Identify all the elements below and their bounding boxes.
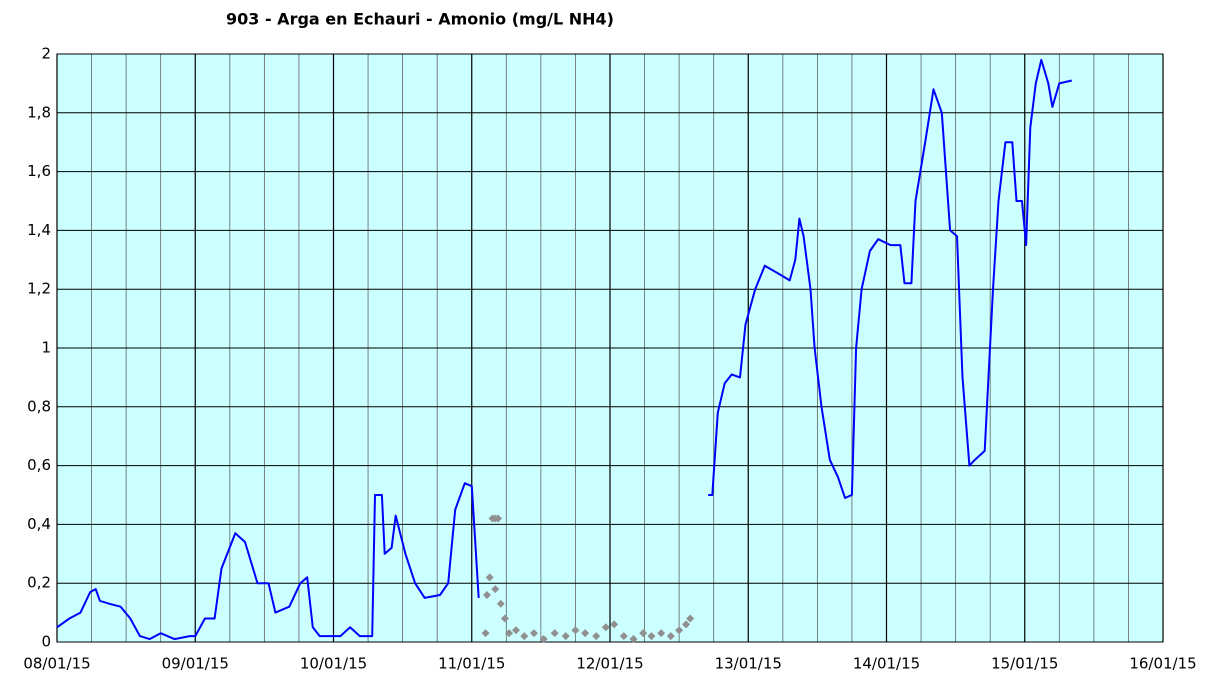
y-tick-label: 0,2 <box>27 574 51 592</box>
data-point <box>686 614 695 623</box>
y-tick-label: 2 <box>41 45 51 63</box>
chart-title: 903 - Arga en Echauri - Amonio (mg/L NH4… <box>226 10 614 29</box>
data-point <box>610 620 619 629</box>
y-tick-label: 1,4 <box>27 221 51 239</box>
y-tick-label: 0,4 <box>27 515 51 533</box>
data-point <box>619 632 628 641</box>
y-tick-label: 1,8 <box>27 103 51 121</box>
data-point <box>666 632 675 641</box>
data-point <box>496 599 505 608</box>
data-point <box>592 632 601 641</box>
data-point <box>571 626 580 635</box>
data-point <box>601 623 610 632</box>
data-point <box>675 626 684 635</box>
y-tick-label: 1,2 <box>27 280 51 298</box>
data-point <box>485 573 494 582</box>
y-tick-label: 0 <box>41 633 51 651</box>
y-tick-label: 0,6 <box>27 456 51 474</box>
data-point <box>539 635 548 644</box>
data-point <box>529 629 538 638</box>
x-tick-label: 11/01/15 <box>438 655 505 673</box>
x-tick-label: 16/01/15 <box>1129 655 1196 673</box>
data-point <box>647 632 656 641</box>
y-tick-label: 0,8 <box>27 397 51 415</box>
data-point <box>581 629 590 638</box>
data-point <box>629 635 638 644</box>
data-point <box>639 629 648 638</box>
data-point <box>511 626 520 635</box>
data-point <box>682 620 691 629</box>
data-point <box>481 629 490 638</box>
y-tick-label: 1,6 <box>27 162 51 180</box>
data-point <box>505 629 514 638</box>
x-tick-label: 13/01/15 <box>715 655 782 673</box>
data-point <box>500 614 509 623</box>
x-tick-label: 09/01/15 <box>162 655 229 673</box>
data-point <box>491 585 500 594</box>
data-point <box>657 629 666 638</box>
data-point <box>494 514 503 523</box>
x-tick-label: 14/01/15 <box>853 655 920 673</box>
x-tick-label: 12/01/15 <box>576 655 643 673</box>
data-point <box>520 632 529 641</box>
x-tick-label: 15/01/15 <box>991 655 1058 673</box>
x-tick-label: 10/01/15 <box>300 655 367 673</box>
plot-border <box>56 53 1164 643</box>
x-tick-label: 08/01/15 <box>23 655 90 673</box>
data-point <box>482 590 491 599</box>
data-point <box>561 632 570 641</box>
y-tick-label: 1 <box>41 339 51 357</box>
data-point <box>550 629 559 638</box>
data-line <box>56 58 1073 641</box>
